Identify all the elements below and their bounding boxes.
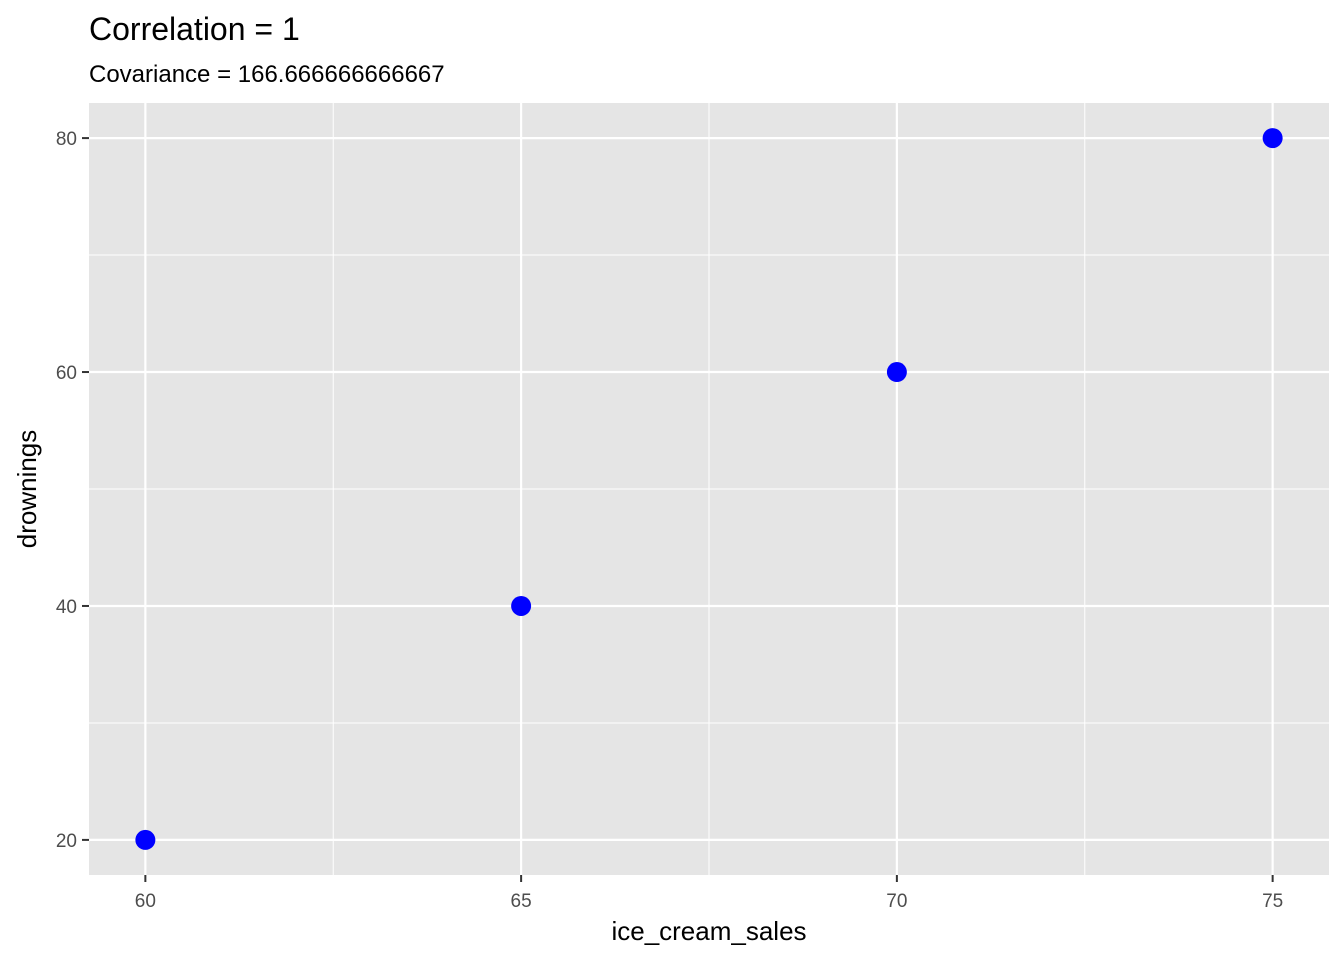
y-tick-label-3: 80 [56,129,77,150]
x-axis-ticks: 60 65 70 75 [135,875,1283,912]
data-point-1 [511,595,532,616]
y-axis-ticks: 20 40 60 80 [56,129,89,852]
y-tick-label-2: 60 [56,363,77,384]
x-tick-label-2: 70 [886,891,907,912]
x-axis-title: ice_cream_sales [611,916,806,946]
x-tick-label-0: 60 [135,891,156,912]
y-tick-label-0: 20 [56,831,77,852]
data-point-3 [1262,128,1283,149]
x-tick-label-1: 65 [511,891,532,912]
data-point-2 [886,362,907,383]
data-points [135,128,1283,850]
minor-gridlines [89,103,1329,875]
chart-title: Correlation = 1 [89,11,300,47]
chart-subtitle: Covariance = 166.666666666667 [89,61,445,88]
x-tick-label-3: 75 [1262,891,1283,912]
data-point-0 [135,829,156,850]
major-gridlines [89,103,1329,875]
y-tick-label-1: 40 [56,597,77,618]
y-axis-title: drownings [12,430,42,549]
